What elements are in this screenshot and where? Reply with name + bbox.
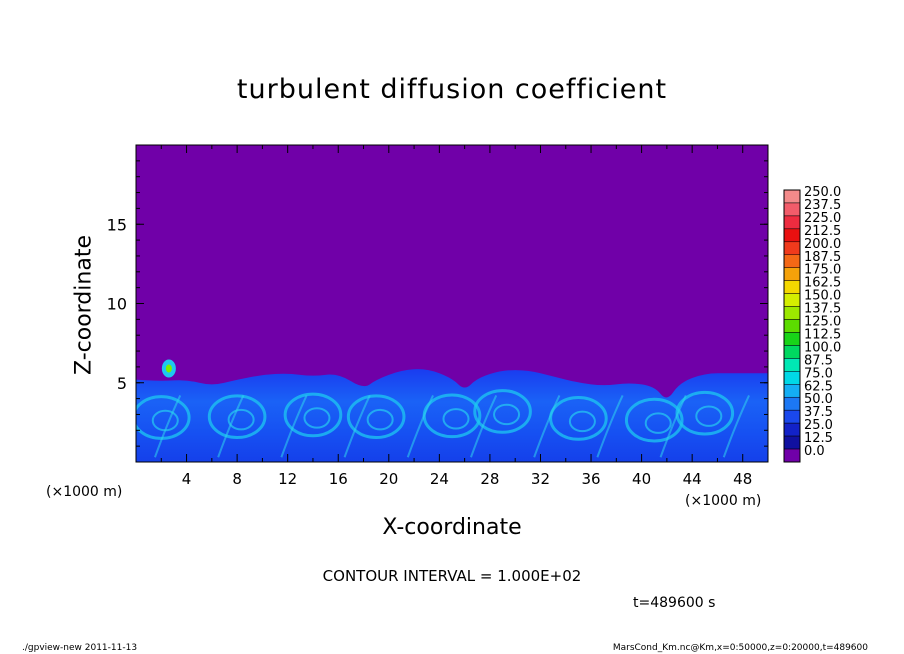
eddy-core [644, 412, 672, 434]
colorbar-label: 125.0 [804, 315, 841, 330]
plot-area [136, 145, 768, 462]
colorbar-label: 137.5 [804, 302, 841, 317]
eddy-streak [470, 395, 498, 458]
colorbar-label: 100.0 [804, 340, 841, 355]
footer-right: MarsCond_Km.nc@Km,x=0:50000,z=0:20000,t=… [612, 643, 868, 653]
colorbar-label: 175.0 [804, 263, 841, 278]
colorbar-swatch [783, 228, 801, 243]
colorbar-label: 150.0 [804, 289, 841, 304]
x-tick-label: 32 [531, 470, 550, 488]
colorbar-swatch [783, 306, 801, 320]
eddy-swirl [473, 389, 532, 434]
x-tick-label: 48 [733, 470, 752, 488]
y-tick-label: 5 [117, 374, 127, 393]
eddy-core [695, 405, 723, 427]
x-tick-label: 4 [182, 470, 192, 488]
colorbar-label: 62.5 [804, 379, 833, 394]
colorbar-swatch [783, 448, 801, 463]
colorbar-label: 0.0 [804, 444, 825, 459]
eddy-streak [280, 395, 308, 458]
colorbar-label: 25.0 [804, 418, 833, 433]
y-axis-label: Z-coordinate [71, 235, 97, 375]
colorbar-swatch [783, 293, 801, 307]
eddy-swirl [207, 394, 267, 440]
colorbar-swatch [783, 280, 801, 294]
colorbar-frame [783, 189, 801, 463]
x-axis-label: X-coordinate [382, 515, 522, 540]
colorbar-swatch [783, 371, 801, 385]
colorbar-label: 187.5 [804, 250, 841, 265]
colorbar-swatch [783, 358, 801, 372]
colorbar-label: 112.5 [804, 327, 841, 342]
colorbar-swatch [783, 396, 801, 411]
colorbar-label: 237.5 [804, 198, 841, 213]
eddy-swirl [283, 392, 343, 438]
eddy-swirl [624, 397, 684, 443]
colorbar-swatch [783, 202, 801, 217]
colorbar-label: 250.0 [804, 185, 841, 200]
eddy-core [493, 403, 521, 426]
eddy-core [303, 407, 331, 429]
colorbar-swatch [783, 435, 801, 450]
x-tick-label: 8 [232, 470, 242, 488]
eddy-core [442, 408, 470, 430]
x-tick-label: 20 [379, 470, 398, 488]
time-label: t=489600 s [633, 595, 716, 611]
eddy-core [227, 408, 255, 431]
contour-interval: CONTOUR INTERVAL = 1.000E+02 [322, 567, 582, 585]
colorbar-label: 37.5 [804, 405, 833, 420]
colorbar-swatch [783, 409, 801, 424]
colorbar-swatch [783, 384, 801, 398]
eddy-streak [533, 395, 561, 458]
y-tick-label: 15 [107, 215, 127, 234]
eddy-swirl [346, 394, 406, 440]
colorbar-label: 225.0 [804, 211, 841, 226]
colorbar-label: 50.0 [804, 392, 833, 407]
colorbar-swatch [783, 189, 801, 204]
boundary-layer-region [136, 369, 768, 462]
colorbar: 250.0237.5225.0212.5200.0187.5175.0162.5… [783, 185, 841, 463]
x-tick-label: 12 [278, 470, 297, 488]
colorbar-label: 75.0 [804, 366, 833, 381]
eddy-streak [596, 395, 624, 458]
eddy-streak [154, 395, 182, 458]
x-axis-unit-left: (×1000 m) [46, 484, 123, 500]
eddy-core [568, 410, 596, 433]
eddy-streak [343, 395, 371, 458]
colorbar-label: 12.5 [804, 431, 833, 446]
colorbar-swatch [783, 241, 801, 256]
colorbar-swatch [783, 267, 801, 281]
colorbar-swatch [783, 345, 801, 359]
y-tick-label: 10 [107, 295, 127, 314]
x-tick-label: 36 [581, 470, 600, 488]
peak-blob-core [165, 364, 172, 373]
x-tick-label: 28 [480, 470, 499, 488]
colorbar-swatch [783, 319, 801, 333]
x-tick-label: 24 [430, 470, 449, 488]
colorbar-swatch [783, 422, 801, 437]
colorbar-label: 212.5 [804, 224, 841, 239]
x-tick-label: 40 [632, 470, 651, 488]
x-tick-label: 16 [329, 470, 348, 488]
eddy-streak [217, 395, 245, 458]
colorbar-label: 200.0 [804, 237, 841, 252]
colorbar-swatch [783, 215, 801, 230]
eddy-streak [406, 395, 434, 458]
x-axis-unit-right: (×1000 m) [685, 493, 762, 509]
chart-title: turbulent diffusion coefficient [236, 74, 668, 105]
colorbar-swatch [783, 332, 801, 346]
eddy-streak [659, 395, 687, 458]
colorbar-label: 162.5 [804, 276, 841, 291]
eddy-core [366, 408, 394, 431]
field-layer [136, 359, 768, 462]
eddy-streak [722, 395, 750, 458]
colorbar-swatch [783, 254, 801, 268]
eddy-swirl [549, 396, 608, 441]
footer-left: ./gpview-new 2011-11-13 [22, 643, 138, 653]
x-tick-label: 44 [683, 470, 702, 488]
colorbar-label: 87.5 [804, 353, 833, 368]
